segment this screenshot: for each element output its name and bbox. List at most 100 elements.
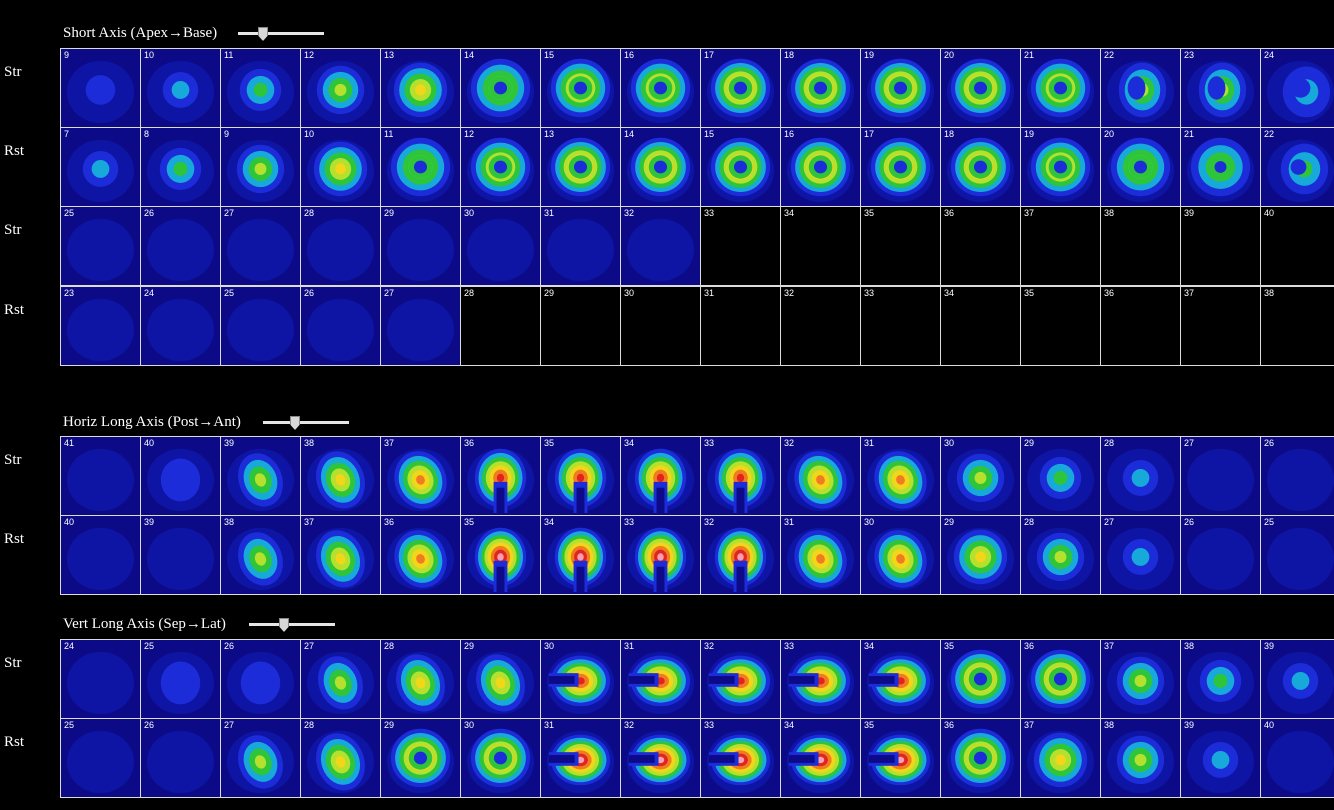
slice-image[interactable]: 31: [540, 206, 621, 286]
slice-image[interactable]: 18: [940, 127, 1021, 207]
slice-image[interactable]: 34: [940, 286, 1021, 366]
slice-image[interactable]: 25: [60, 206, 141, 286]
slice-image[interactable]: 33: [780, 639, 861, 719]
slice-image[interactable]: 38: [1260, 286, 1334, 366]
slice-image[interactable]: 36: [380, 515, 461, 595]
slice-slider[interactable]: [263, 416, 349, 430]
slice-image[interactable]: 28: [300, 718, 381, 798]
slice-image[interactable]: 37: [1020, 206, 1101, 286]
slice-image[interactable]: 7: [60, 127, 141, 207]
slice-image[interactable]: 37: [1180, 286, 1261, 366]
slice-image[interactable]: 24: [140, 286, 221, 366]
slice-image[interactable]: 26: [140, 718, 221, 798]
slice-image[interactable]: 36: [1100, 286, 1181, 366]
slice-image[interactable]: 33: [620, 515, 701, 595]
slice-image[interactable]: 29: [1020, 436, 1101, 516]
slice-image[interactable]: 31: [780, 515, 861, 595]
slice-image[interactable]: 8: [140, 127, 221, 207]
slice-image[interactable]: 35: [460, 515, 541, 595]
slice-image[interactable]: 34: [860, 639, 941, 719]
slice-image[interactable]: 11: [220, 48, 301, 128]
slice-image[interactable]: 36: [940, 206, 1021, 286]
slice-image[interactable]: 32: [700, 515, 781, 595]
slice-image[interactable]: 29: [380, 718, 461, 798]
slice-image[interactable]: 37: [1020, 718, 1101, 798]
slice-slider[interactable]: [238, 27, 324, 41]
slice-image[interactable]: 28: [1020, 515, 1101, 595]
slice-image[interactable]: 25: [220, 286, 301, 366]
slice-image[interactable]: 16: [780, 127, 861, 207]
slice-image[interactable]: 19: [1020, 127, 1101, 207]
slice-image[interactable]: 17: [700, 48, 781, 128]
slice-image[interactable]: 39: [1180, 206, 1261, 286]
slice-image[interactable]: 13: [380, 48, 461, 128]
slice-image[interactable]: 31: [700, 286, 781, 366]
slice-image[interactable]: 17: [860, 127, 941, 207]
slice-image[interactable]: 29: [540, 286, 621, 366]
slice-image[interactable]: 27: [1180, 436, 1261, 516]
slice-image[interactable]: 25: [1260, 515, 1334, 595]
slice-image[interactable]: 26: [1180, 515, 1261, 595]
slice-image[interactable]: 37: [1100, 639, 1181, 719]
slice-image[interactable]: 29: [940, 515, 1021, 595]
slice-image[interactable]: 41: [60, 436, 141, 516]
slider-track[interactable]: [238, 32, 324, 35]
slider-track[interactable]: [263, 421, 349, 424]
slice-image[interactable]: 24: [60, 639, 141, 719]
slice-image[interactable]: 25: [140, 639, 221, 719]
slice-image[interactable]: 30: [460, 206, 541, 286]
slice-image[interactable]: 37: [380, 436, 461, 516]
slice-image[interactable]: 30: [540, 639, 621, 719]
slice-image[interactable]: 40: [1260, 206, 1334, 286]
slice-image[interactable]: 15: [700, 127, 781, 207]
slice-image[interactable]: 11: [380, 127, 461, 207]
slice-image[interactable]: 36: [1020, 639, 1101, 719]
slice-image[interactable]: 35: [860, 206, 941, 286]
slice-image[interactable]: 39: [220, 436, 301, 516]
slice-image[interactable]: 35: [1020, 286, 1101, 366]
slice-image[interactable]: 9: [220, 127, 301, 207]
slice-image[interactable]: 39: [1180, 718, 1261, 798]
slice-image[interactable]: 22: [1260, 127, 1334, 207]
slice-image[interactable]: 16: [620, 48, 701, 128]
slice-image[interactable]: 35: [540, 436, 621, 516]
slice-image[interactable]: 33: [700, 206, 781, 286]
slice-slider[interactable]: [249, 618, 335, 632]
slice-image[interactable]: 30: [940, 436, 1021, 516]
slice-image[interactable]: 32: [780, 436, 861, 516]
slice-image[interactable]: 28: [300, 206, 381, 286]
slice-image[interactable]: 33: [700, 718, 781, 798]
slice-image[interactable]: 26: [300, 286, 381, 366]
slice-image[interactable]: 26: [220, 639, 301, 719]
slice-image[interactable]: 28: [1100, 436, 1181, 516]
slice-image[interactable]: 35: [860, 718, 941, 798]
slice-image[interactable]: 21: [1180, 127, 1261, 207]
slice-image[interactable]: 18: [780, 48, 861, 128]
slider-thumb[interactable]: [290, 416, 300, 430]
slice-image[interactable]: 40: [1260, 718, 1334, 798]
slice-image[interactable]: 39: [1260, 639, 1334, 719]
slice-image[interactable]: 33: [700, 436, 781, 516]
slice-image[interactable]: 20: [1100, 127, 1181, 207]
slice-image[interactable]: 15: [540, 48, 621, 128]
slider-thumb[interactable]: [258, 27, 268, 41]
slice-image[interactable]: 31: [860, 436, 941, 516]
slice-image[interactable]: 32: [700, 639, 781, 719]
slice-image[interactable]: 38: [1100, 718, 1181, 798]
slice-image[interactable]: 36: [460, 436, 541, 516]
slice-image[interactable]: 31: [620, 639, 701, 719]
slice-image[interactable]: 33: [860, 286, 941, 366]
slice-image[interactable]: 14: [620, 127, 701, 207]
slice-image[interactable]: 29: [380, 206, 461, 286]
slice-image[interactable]: 10: [140, 48, 221, 128]
slider-thumb[interactable]: [279, 618, 289, 632]
slice-image[interactable]: 38: [1180, 639, 1261, 719]
slice-image[interactable]: 39: [140, 515, 221, 595]
slice-image[interactable]: 27: [300, 639, 381, 719]
slice-image[interactable]: 14: [460, 48, 541, 128]
slice-image[interactable]: 30: [460, 718, 541, 798]
slice-image[interactable]: 38: [220, 515, 301, 595]
slice-image[interactable]: 34: [780, 206, 861, 286]
slice-image[interactable]: 25: [60, 718, 141, 798]
slice-image[interactable]: 9: [60, 48, 141, 128]
